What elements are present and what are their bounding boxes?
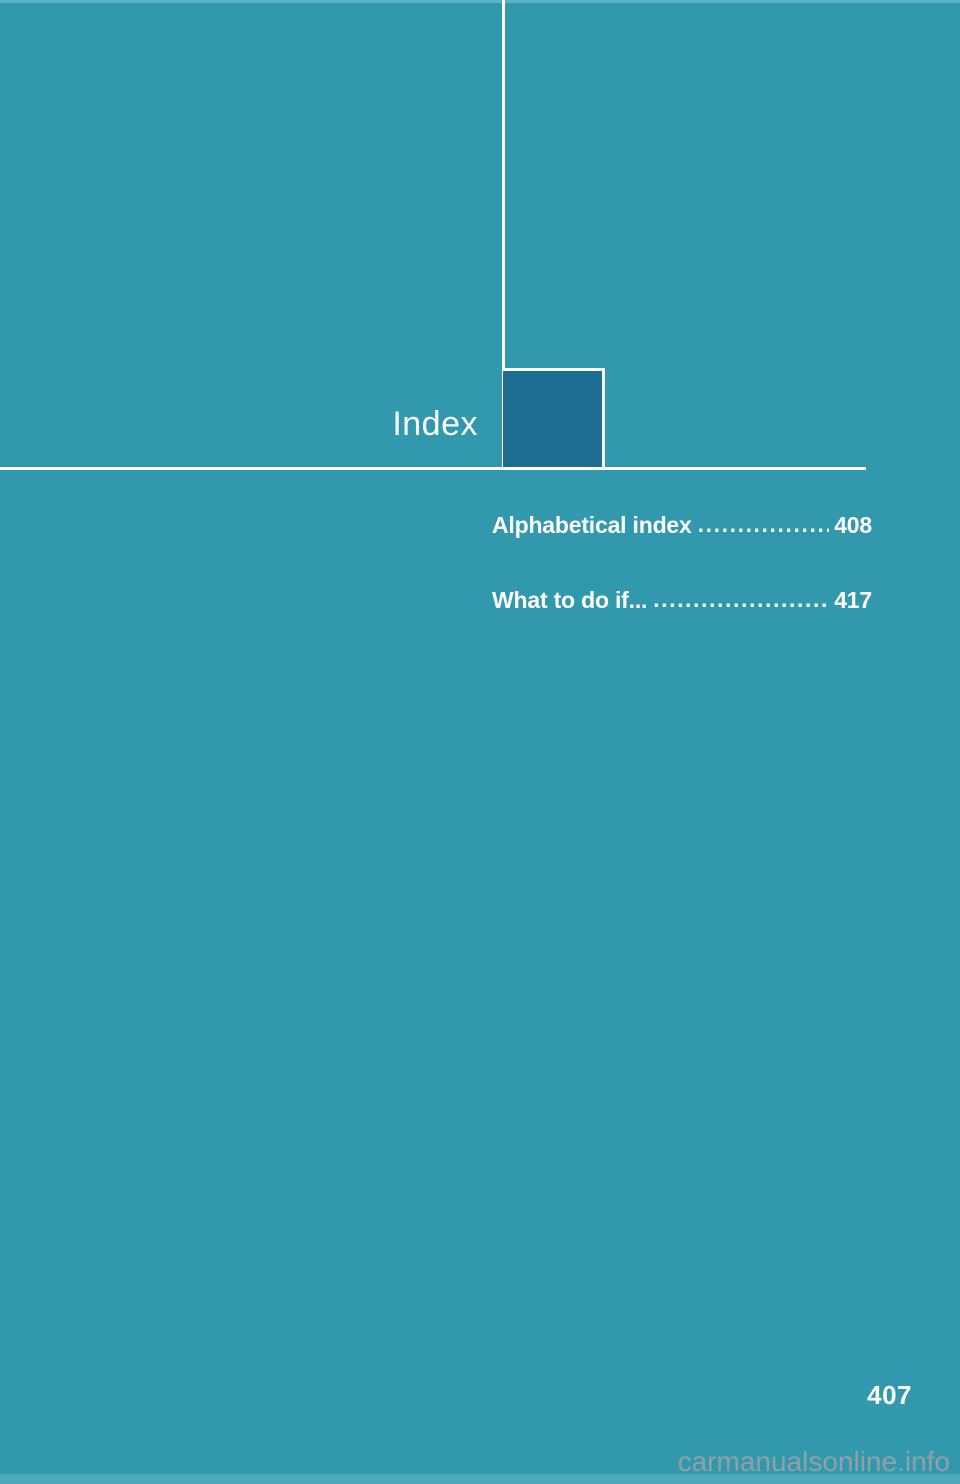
list-item[interactable]: Alphabetical index .....................… [492, 511, 872, 539]
section-tab-marker [503, 368, 605, 468]
toc-entry-label: What to do if... [492, 587, 648, 613]
toc-entry-page-number: 417 [834, 587, 872, 613]
list-item[interactable]: What to do if... .......................… [492, 586, 872, 614]
site-watermark: carmanualsonline.info [677, 1446, 950, 1477]
table-of-contents-list: Alphabetical index .....................… [492, 511, 872, 662]
horizontal-divider-rule [0, 467, 866, 470]
page-number-folio: 407 [867, 1380, 912, 1410]
page-top-edge [0, 0, 960, 3]
vertical-divider-rule [502, 0, 505, 470]
page-bottom-edge [0, 1474, 960, 1484]
toc-entry-label: Alphabetical index [492, 512, 692, 538]
toc-entry-page-number: 408 [834, 512, 872, 538]
toc-entry-leader-dots: ........................................… [653, 586, 830, 612]
page-title: Index [392, 405, 478, 443]
toc-entry-leader-dots: ........................................… [697, 511, 830, 537]
